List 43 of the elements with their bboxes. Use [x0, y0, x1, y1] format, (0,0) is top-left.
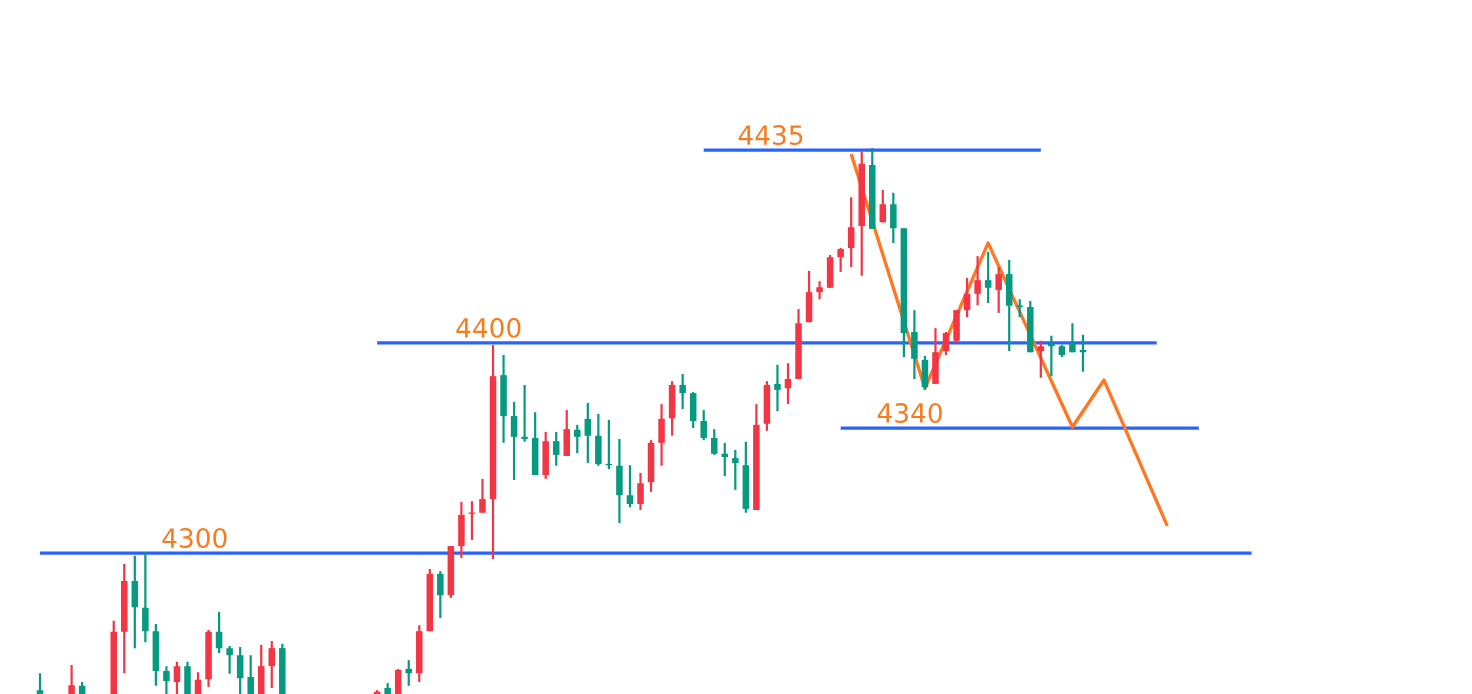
candlestick [879, 188, 887, 224]
candlestick [837, 246, 844, 274]
annotation: 4340 [877, 403, 942, 423]
candlestick [679, 372, 686, 411]
candlestick [1069, 322, 1076, 354]
candlestick [637, 471, 644, 512]
candlestick [774, 363, 781, 413]
candlestick [942, 330, 950, 357]
candlestick [995, 265, 1002, 314]
candlestick [710, 428, 718, 456]
candlestick [552, 430, 560, 467]
candlestick [479, 477, 486, 514]
candlestick [847, 196, 855, 269]
candlestick [68, 663, 75, 694]
candlestick [142, 550, 149, 644]
candlestick [268, 639, 276, 690]
candlestick [468, 500, 476, 542]
candlestick [247, 654, 254, 694]
candlestick [816, 280, 823, 301]
candlestick [194, 671, 202, 694]
candlestick [173, 660, 181, 694]
candlestick [163, 665, 170, 694]
candlestick [510, 400, 518, 482]
candlestick [626, 464, 634, 509]
candlestick [963, 276, 971, 319]
candlestick [974, 255, 981, 307]
candlestick [584, 401, 592, 465]
candlestick [732, 448, 739, 491]
candlestick [1048, 334, 1055, 378]
candlestick [405, 659, 412, 687]
annotation: 4400 [456, 317, 521, 338]
candlestick [700, 408, 707, 442]
candlestick [437, 570, 444, 620]
candlestick [984, 250, 992, 305]
candlestick [36, 672, 44, 694]
candlestick [236, 645, 244, 694]
candlestick [574, 423, 581, 455]
candlestick [521, 383, 528, 443]
annotation: 4300 [162, 528, 227, 549]
candlestick [226, 644, 233, 675]
candlestick [1037, 339, 1045, 379]
annotation: 4435 [738, 125, 803, 146]
candlestick [215, 610, 223, 655]
